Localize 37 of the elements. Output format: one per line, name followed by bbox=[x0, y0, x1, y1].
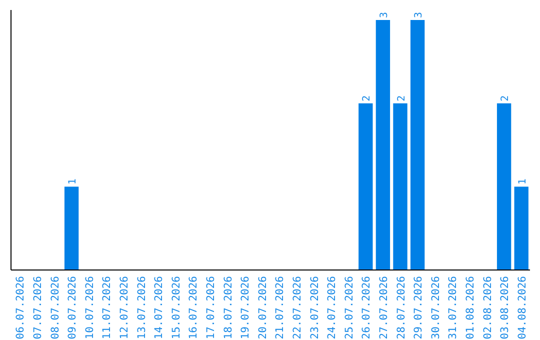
x-tick-label: 24.07.2026 bbox=[326, 276, 338, 340]
x-tick-label: 14.07.2026 bbox=[153, 276, 166, 340]
data-label: 2 bbox=[500, 95, 512, 102]
x-tick-label: 23.07.2026 bbox=[308, 276, 321, 340]
x-tick-label: 26.07.2026 bbox=[360, 276, 373, 340]
x-tick-label: 04.08.2026 bbox=[516, 276, 528, 340]
data-label: 2 bbox=[362, 95, 373, 102]
x-tick-label: 18.07.2026 bbox=[222, 276, 234, 340]
x-tick-label: 17.07.2026 bbox=[204, 276, 217, 340]
x-tick-label: 09.07.2026 bbox=[66, 276, 79, 340]
x-tick-label: 02.08.2026 bbox=[482, 276, 494, 340]
x-tick-label: 08.07.2026 bbox=[49, 276, 62, 340]
x-tick-label: 07.07.2026 bbox=[32, 276, 44, 340]
x-tick-label: 27.07.2026 bbox=[378, 276, 390, 340]
x-tick-label: 11.07.2026 bbox=[101, 276, 114, 340]
x-tick-label: 03.08.2026 bbox=[499, 276, 512, 340]
x-tick-label: 15.07.2026 bbox=[170, 276, 182, 340]
x-tick-label: 20.07.2026 bbox=[256, 276, 269, 340]
x-tick-label: 30.07.2026 bbox=[430, 276, 442, 340]
x-tick-label: 21.07.2026 bbox=[274, 276, 286, 340]
x-tick-label: 12.07.2026 bbox=[118, 276, 130, 340]
data-label: 3 bbox=[414, 12, 425, 18]
x-tick-label: 19.07.2026 bbox=[240, 276, 252, 340]
x-tick-label: 13.07.2026 bbox=[136, 276, 148, 340]
x-tick-label: 16.07.2026 bbox=[188, 276, 200, 340]
x-tick-label: 06.07.2026 bbox=[14, 276, 27, 340]
data-label: 1 bbox=[68, 178, 79, 185]
x-tick-label: 29.07.2026 bbox=[412, 276, 425, 340]
data-label: 2 bbox=[396, 95, 408, 102]
x-tick-label: 25.07.2026 bbox=[343, 276, 356, 340]
x-tick-label: 28.07.2026 bbox=[395, 276, 408, 340]
data-label: 3 bbox=[378, 12, 390, 18]
x-tick-label: 22.07.2026 bbox=[291, 276, 304, 340]
x-tick-label: 31.07.2026 bbox=[447, 276, 460, 340]
x-tick-label: 01.08.2026 bbox=[464, 276, 476, 340]
x-tick-label: 10.07.2026 bbox=[84, 276, 96, 340]
data-label: 1 bbox=[517, 178, 528, 185]
